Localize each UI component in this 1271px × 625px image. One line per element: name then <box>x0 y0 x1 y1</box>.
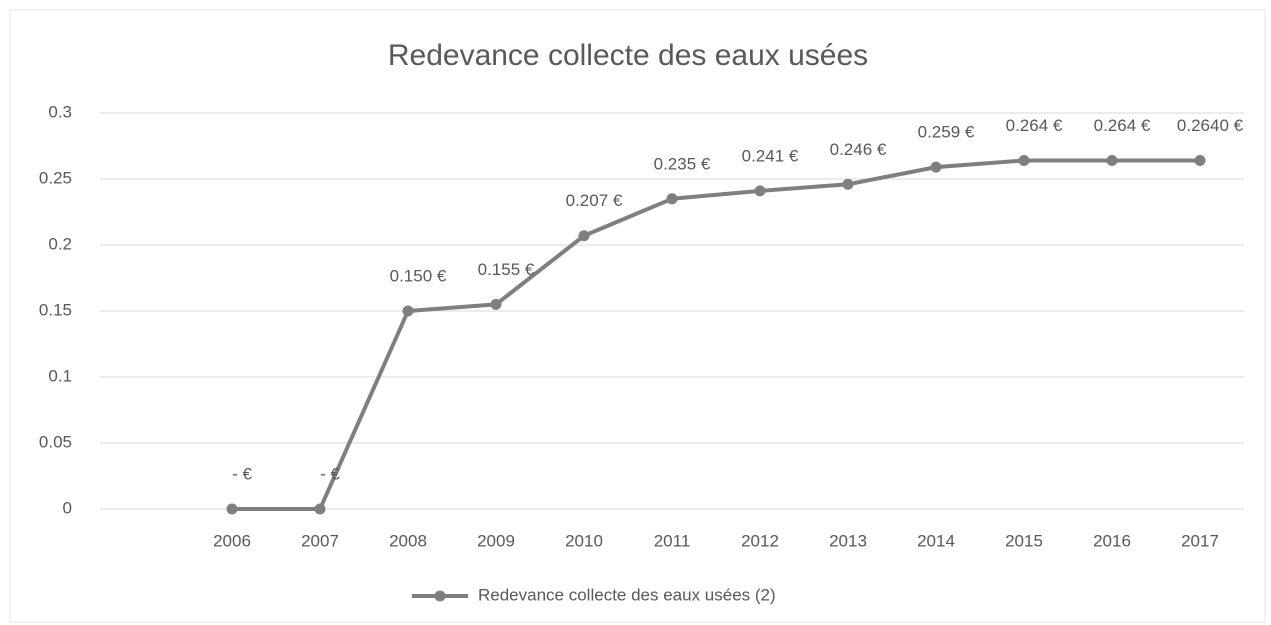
y-tick-label: 0.2 <box>48 234 72 253</box>
data-label: 0.264 € <box>1006 116 1063 135</box>
y-tick-label: 0 <box>63 498 72 517</box>
x-tick-label: 2010 <box>565 531 603 550</box>
x-tick-label: 2017 <box>1181 531 1219 550</box>
data-label: 0.2640 € <box>1177 116 1244 135</box>
data-point <box>842 178 854 190</box>
data-point <box>226 503 238 515</box>
data-point <box>1194 155 1206 167</box>
chart-frame <box>9 9 1266 623</box>
legend-label: Redevance collecte des eaux usées (2) <box>478 585 776 604</box>
x-tick-label: 2011 <box>654 531 691 550</box>
x-tick-label: 2015 <box>1005 531 1043 550</box>
data-label: 0.155 € <box>478 260 535 279</box>
x-tick-label: 2012 <box>741 531 779 550</box>
data-point <box>490 298 502 310</box>
x-tick-label: 2006 <box>213 531 251 550</box>
data-label: 0.150 € <box>390 266 447 285</box>
data-label: 0.241 € <box>742 146 799 165</box>
x-tick-label: 2016 <box>1093 531 1131 550</box>
data-point <box>1106 155 1118 167</box>
x-tick-label: 2007 <box>301 531 339 550</box>
y-tick-label: 0.05 <box>39 432 72 451</box>
data-label: - € <box>232 464 252 483</box>
x-tick-label: 2013 <box>829 531 867 550</box>
data-label: 0.246 € <box>830 140 887 159</box>
data-point <box>930 161 942 173</box>
data-point <box>1018 155 1030 167</box>
y-tick-label: 0.1 <box>48 366 72 385</box>
data-point <box>578 230 590 242</box>
x-tick-label: 2008 <box>389 531 427 550</box>
data-label: 0.259 € <box>918 123 975 142</box>
legend-marker <box>434 590 446 602</box>
y-tick-label: 0.25 <box>39 168 72 187</box>
data-point <box>314 503 326 515</box>
y-tick-label: 0.15 <box>39 300 72 319</box>
data-label: 0.207 € <box>566 191 623 210</box>
data-point <box>666 193 678 205</box>
data-label: 0.264 € <box>1094 116 1151 135</box>
data-point <box>754 185 766 197</box>
x-tick-label: 2009 <box>477 531 515 550</box>
y-tick-label: 0.3 <box>48 102 72 121</box>
data-label: 0.235 € <box>654 154 711 173</box>
series-line <box>232 158 1200 511</box>
data-point <box>402 305 414 317</box>
x-tick-label: 2014 <box>917 531 955 550</box>
data-label: - € <box>320 464 340 483</box>
chart-title: Redevance collecte des eaux usées <box>388 39 868 72</box>
